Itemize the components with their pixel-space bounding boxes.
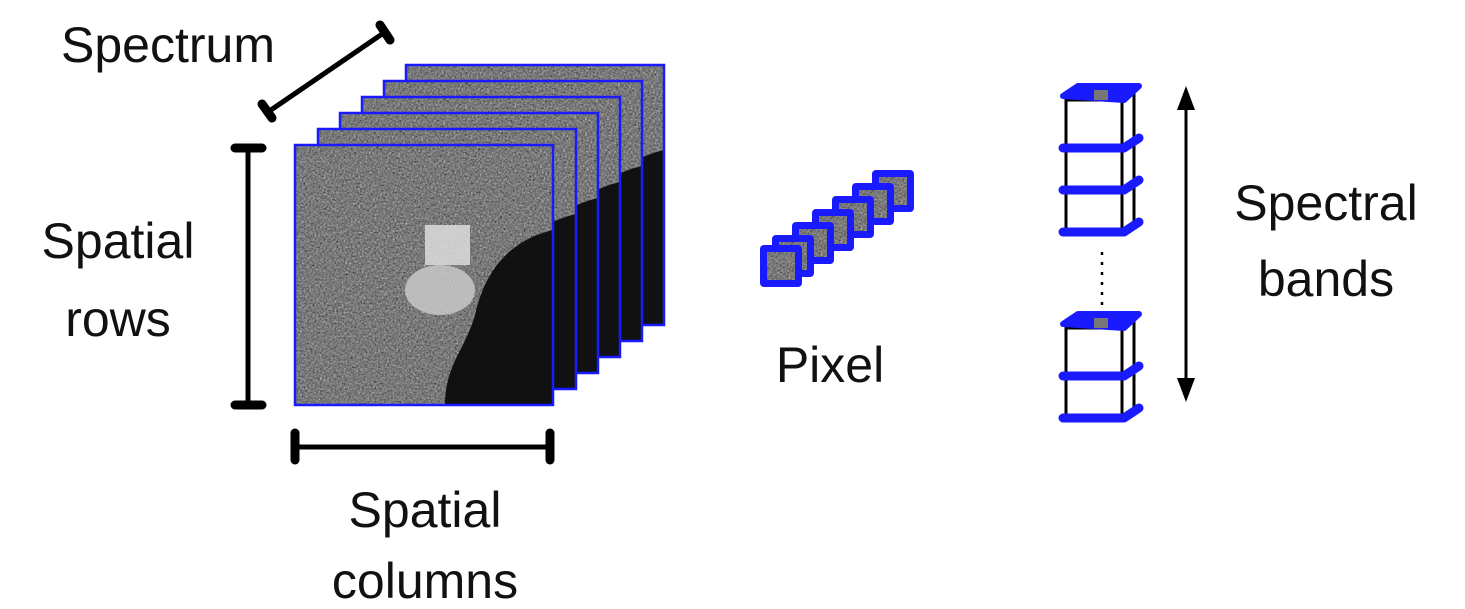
spatial-columns-label: columns: [332, 553, 518, 609]
spatial-rows-label: rows: [65, 291, 171, 347]
pixel-stack: [760, 170, 914, 287]
columns-axis: [295, 433, 550, 460]
bands-arrow: [1177, 86, 1195, 402]
page: Spectrum Spatial rows Spatial columns Pi…: [0, 0, 1465, 609]
spectral-bands-label: Spectral: [1234, 175, 1417, 231]
spatial-columns-label: Spatial: [349, 482, 502, 538]
spectral-bands-label: bands: [1258, 251, 1394, 307]
image-stack: [295, 65, 664, 405]
pixel-label: Pixel: [776, 337, 884, 393]
diagram: Spectrum Spatial rows Spatial columns Pi…: [0, 0, 1465, 609]
rows-axis: [235, 148, 262, 405]
spectral-column: [1063, 86, 1139, 420]
spatial-rows-label: Spatial: [42, 213, 195, 269]
spectrum-label: Spectrum: [61, 17, 275, 73]
